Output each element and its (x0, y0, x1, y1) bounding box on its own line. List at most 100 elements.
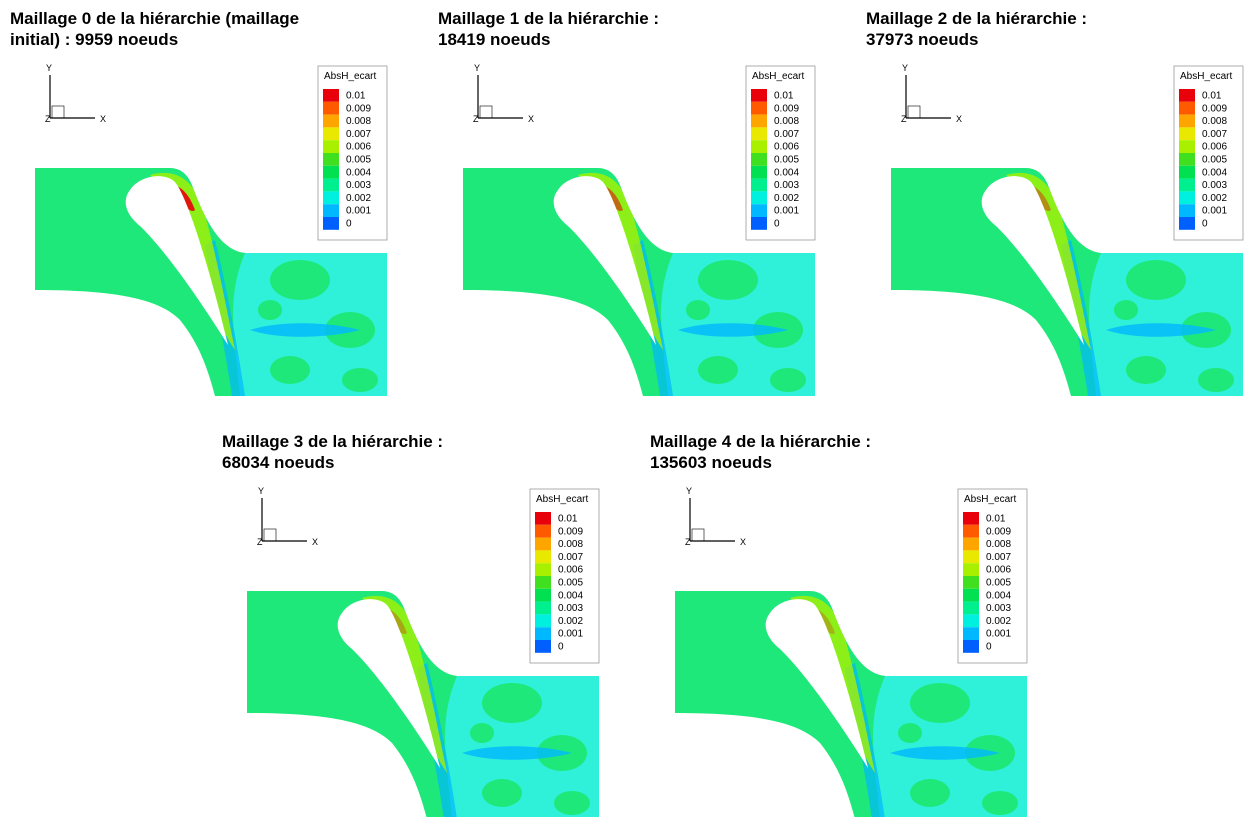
axis-label: X (100, 114, 106, 124)
legend-swatch (323, 217, 339, 230)
axis-label: Z (257, 537, 263, 547)
legend-label: 0.006 (346, 142, 371, 153)
region-green (342, 368, 378, 392)
legend-label: 0 (986, 642, 992, 653)
legend-label: 0.006 (1202, 142, 1227, 153)
legend-swatch (963, 614, 979, 628)
region-green (1198, 368, 1234, 392)
legend-label: 0 (346, 219, 352, 230)
legend-swatch (1179, 140, 1195, 153)
legend-label: 0.009 (986, 526, 1011, 537)
legend-label: 0.009 (1202, 103, 1227, 114)
legend-swatch (535, 512, 551, 525)
legend-label: 0.005 (1202, 155, 1227, 166)
legend-label: 0.002 (986, 616, 1011, 627)
legend-swatch (751, 178, 767, 192)
legend-label: 0 (558, 642, 564, 653)
region-green (1126, 260, 1186, 300)
legend-label: 0.008 (346, 116, 371, 127)
panel-title: initial) : 9959 noeuds (10, 30, 178, 49)
panel-title: Maillage 2 de la hiérarchie : (866, 9, 1087, 28)
legend-swatch (323, 153, 339, 166)
panel-title: 18419 noeuds (438, 30, 550, 49)
axis-label: Y (902, 63, 908, 73)
axis-box (691, 528, 705, 542)
legend-label: 0.005 (986, 578, 1011, 589)
legend-swatch (751, 140, 767, 153)
legend-label: 0.01 (986, 514, 1006, 525)
region-green (698, 356, 738, 384)
legend-swatch (963, 537, 979, 551)
region-green (686, 300, 710, 320)
axis-label: Z (685, 537, 691, 547)
legend-swatch (535, 640, 551, 653)
legend-label: 0.008 (1202, 116, 1227, 127)
legend-swatch (751, 204, 767, 217)
legend-label: 0 (774, 219, 780, 230)
region-green (1114, 300, 1138, 320)
legend-swatch (963, 627, 979, 640)
legend-swatch (323, 101, 339, 115)
legend-label: 0.005 (774, 155, 799, 166)
legend-swatch (323, 89, 339, 102)
legend-swatch (1179, 101, 1195, 115)
legend-label: 0.004 (774, 167, 799, 178)
axis-label: Z (901, 114, 907, 124)
legend-swatch (1179, 114, 1195, 128)
region-green (770, 368, 806, 392)
legend-swatch (963, 640, 979, 653)
axis-label: Z (473, 114, 479, 124)
legend-swatch (751, 191, 767, 205)
axis-label: Y (46, 63, 52, 73)
legend-swatch (323, 204, 339, 217)
legend-label: 0.005 (346, 155, 371, 166)
region-blue (250, 323, 360, 337)
panel: Maillage 1 de la hiérarchie : 18419 noeud… (438, 9, 816, 396)
blade (765, 599, 868, 768)
legend-label: 0.002 (346, 193, 371, 204)
legend-title: AbsH_ecart (536, 494, 588, 505)
legend-swatch (751, 127, 767, 141)
legend-label: 0.005 (558, 578, 583, 589)
legend-swatch (1179, 153, 1195, 166)
axis-box (907, 105, 921, 119)
blade (125, 176, 228, 345)
legend-swatch (963, 512, 979, 525)
region-green (470, 723, 494, 743)
legend-label: 0.003 (558, 603, 583, 614)
legend-label: 0.003 (1202, 180, 1227, 191)
legend-label: 0.004 (986, 590, 1011, 601)
region-green (910, 779, 950, 807)
legend-swatch (1179, 178, 1195, 192)
region-green (910, 683, 970, 723)
legend-label: 0.007 (774, 129, 799, 140)
legend-label: 0.007 (1202, 129, 1227, 140)
panel: Maillage 0 de la hiérarchie (maillage ini… (10, 9, 388, 396)
legend-label: 0.003 (986, 603, 1011, 614)
legend-swatch (323, 140, 339, 153)
legend-title: AbsH_ecart (324, 71, 376, 82)
blade (337, 599, 440, 768)
panel: Maillage 2 de la hiérarchie : 37973 noeud… (866, 9, 1244, 396)
legend-label: 0.006 (558, 565, 583, 576)
axis-label: X (956, 114, 962, 124)
legend-label: 0.008 (986, 539, 1011, 550)
legend-label: 0.007 (986, 552, 1011, 563)
panel-title: Maillage 0 de la hiérarchie (maillage (10, 9, 299, 28)
blade (553, 176, 656, 345)
axis-label: Z (45, 114, 51, 124)
legend-label: 0.001 (1202, 206, 1227, 217)
legend-swatch (535, 550, 551, 564)
legend-swatch (963, 601, 979, 615)
legend-label: 0.01 (1202, 91, 1222, 102)
legend-swatch (535, 563, 551, 576)
legend-label: 0.009 (558, 526, 583, 537)
legend-title: AbsH_ecart (964, 494, 1016, 505)
legend-title: AbsH_ecart (752, 71, 804, 82)
legend-swatch (535, 576, 551, 589)
legend-label: 0.01 (346, 91, 366, 102)
axis-box (263, 528, 277, 542)
legend-swatch (323, 178, 339, 192)
legend-label: 0.001 (986, 629, 1011, 640)
